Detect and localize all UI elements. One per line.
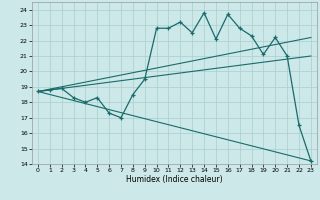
- X-axis label: Humidex (Indice chaleur): Humidex (Indice chaleur): [126, 175, 223, 184]
